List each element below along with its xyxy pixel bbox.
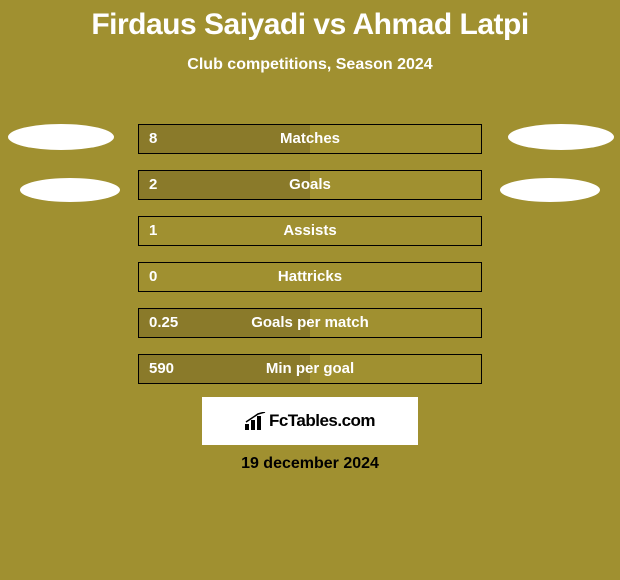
stat-label: Assists xyxy=(139,217,481,245)
footer-date: 19 december 2024 xyxy=(0,455,620,473)
player1-name: Firdaus Saiyadi xyxy=(91,8,305,41)
stat-label: Goals xyxy=(139,171,481,199)
vs-text: vs xyxy=(313,8,345,41)
stat-row: 0Hattricks xyxy=(138,262,482,292)
stat-label: Goals per match xyxy=(139,309,481,337)
stat-row: 1Assists xyxy=(138,216,482,246)
stat-row: 0.25Goals per match xyxy=(138,308,482,338)
stat-label: Hattricks xyxy=(139,263,481,291)
stats-comparison-area: 8Matches 2Goals 1Assists 0Hattricks 0.25Goal… xyxy=(138,124,482,400)
stat-row: 8Matches xyxy=(138,124,482,154)
stat-row: 2Goals xyxy=(138,170,482,200)
decorative-ellipse xyxy=(8,124,114,150)
decorative-ellipse xyxy=(508,124,614,150)
decorative-ellipse xyxy=(500,178,600,202)
stat-label: Matches xyxy=(139,125,481,153)
stat-label: Min per goal xyxy=(139,355,481,383)
comparison-title: Firdaus Saiyadi vs Ahmad Latpi xyxy=(0,0,620,42)
subtitle: Club competitions, Season 2024 xyxy=(0,56,620,74)
chart-icon xyxy=(245,412,267,430)
stat-row: 590Min per goal xyxy=(138,354,482,384)
fctables-logo: FcTables.com xyxy=(202,397,418,445)
logo-text: FcTables.com xyxy=(269,411,375,431)
decorative-ellipse xyxy=(20,178,120,202)
player2-name: Ahmad Latpi xyxy=(353,8,529,41)
